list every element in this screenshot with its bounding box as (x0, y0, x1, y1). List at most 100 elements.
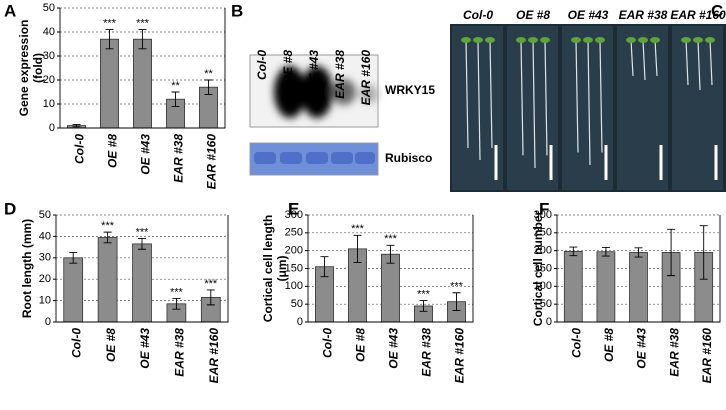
panel-label: C (711, 1, 723, 20)
significance: *** (384, 233, 398, 245)
x-tick-label: OE #8 (104, 328, 118, 362)
error-bar (601, 247, 610, 257)
y-axis-label: (μm) (275, 255, 289, 281)
bar (629, 252, 648, 323)
y-tick-label: 0 (297, 316, 303, 328)
lane-label: Col-0 (463, 8, 493, 22)
cotyledon (693, 37, 703, 43)
bar (381, 253, 400, 323)
blot-bands (274, 66, 378, 118)
cotyledon (540, 37, 550, 43)
x-tick-label: OE #8 (106, 134, 120, 168)
cotyledon (650, 37, 660, 43)
band-label: Rubisco (385, 151, 432, 165)
x-tick-label: EAR #160 (207, 328, 221, 384)
lane-label: EAR #38 (333, 50, 347, 99)
error-bar (452, 292, 461, 312)
bar (97, 237, 118, 323)
x-tick-label: Col-0 (569, 328, 583, 358)
root (642, 39, 646, 81)
panel-label: B (231, 1, 243, 20)
bar (63, 257, 84, 323)
error-bar (667, 228, 676, 277)
y-tick-label: 250 (534, 227, 552, 239)
x-tick-label: Col-0 (69, 328, 83, 358)
cotyledon (681, 37, 691, 43)
lane-label: EAR #160 (359, 50, 373, 106)
x-tick-label: OE #43 (635, 328, 649, 369)
error-bar (634, 247, 643, 258)
significance: *** (204, 278, 218, 290)
cotyledon (485, 37, 495, 43)
y-tick-label: 20 (43, 74, 55, 86)
y-tick-label: 200 (534, 245, 552, 257)
bar (132, 243, 152, 323)
error-bar (206, 289, 215, 306)
cotyledon (583, 37, 593, 43)
axes (55, 215, 229, 323)
cotyledon (595, 37, 605, 43)
significance: *** (417, 289, 431, 301)
significance: ** (204, 68, 213, 80)
x-tick-label: EAR #38 (667, 328, 681, 377)
error-bar (72, 123, 81, 128)
significance: *** (136, 18, 150, 30)
x-tick-label: EAR #38 (420, 328, 434, 377)
significance: *** (101, 220, 115, 232)
axes (556, 215, 721, 323)
y-tick-label: 30 (43, 50, 55, 62)
root (532, 39, 536, 169)
error-bar (204, 79, 213, 95)
photo-lanes (452, 26, 723, 190)
x-tick-label: EAR #38 (172, 134, 186, 183)
y-axis-label: Root length (mm) (20, 219, 34, 318)
root (685, 39, 689, 86)
x-tick-label: OE #43 (139, 134, 153, 175)
y-tick-label: 300 (285, 209, 303, 221)
lane-label: OE #43 (307, 50, 321, 91)
panel-label: F (539, 199, 549, 218)
y-tick-label: 250 (285, 227, 303, 239)
root (489, 39, 493, 149)
error-bar (171, 91, 180, 107)
y-tick-label: 50 (43, 2, 55, 14)
error-bar (353, 234, 362, 263)
bar (596, 251, 616, 323)
x-tick-label: EAR #38 (173, 328, 187, 377)
y-tick-label: 100 (534, 280, 552, 292)
y-tick-label: 0 (49, 122, 55, 134)
y-axis-label: (fold) (31, 53, 45, 83)
significance: *** (450, 281, 464, 293)
y-axis-label: Cortical cell number (531, 210, 545, 326)
lane-label: EAR #38 (619, 8, 668, 22)
error-bar (105, 29, 114, 50)
axes (307, 215, 474, 323)
y-tick-label: 40 (43, 26, 55, 38)
root (654, 39, 658, 77)
cotyledon (705, 37, 715, 43)
bar (133, 38, 152, 129)
error-bar (69, 252, 78, 264)
panel-label: E (288, 199, 299, 218)
root (465, 39, 469, 149)
y-tick-label: 100 (285, 280, 303, 292)
bar (100, 38, 119, 129)
cotyledon (461, 37, 471, 43)
error-bar (138, 238, 146, 250)
y-tick-label: 150 (534, 262, 552, 274)
y-tick-label: 300 (534, 209, 552, 221)
x-tick-label: OE #43 (138, 328, 152, 369)
y-tick-label: 0 (546, 316, 552, 328)
y-tick-label: 20 (39, 273, 51, 285)
lane-label: OE #43 (568, 8, 609, 22)
x-tick-label: Col-0 (73, 134, 87, 164)
y-tick-label: 200 (285, 245, 303, 257)
error-bar (386, 244, 395, 264)
y-tick-label: 0 (45, 316, 51, 328)
root (520, 39, 524, 156)
error-bar (138, 29, 147, 50)
error-bar (419, 300, 428, 312)
cotyledon (516, 37, 526, 43)
y-tick-label: 50 (39, 209, 51, 221)
